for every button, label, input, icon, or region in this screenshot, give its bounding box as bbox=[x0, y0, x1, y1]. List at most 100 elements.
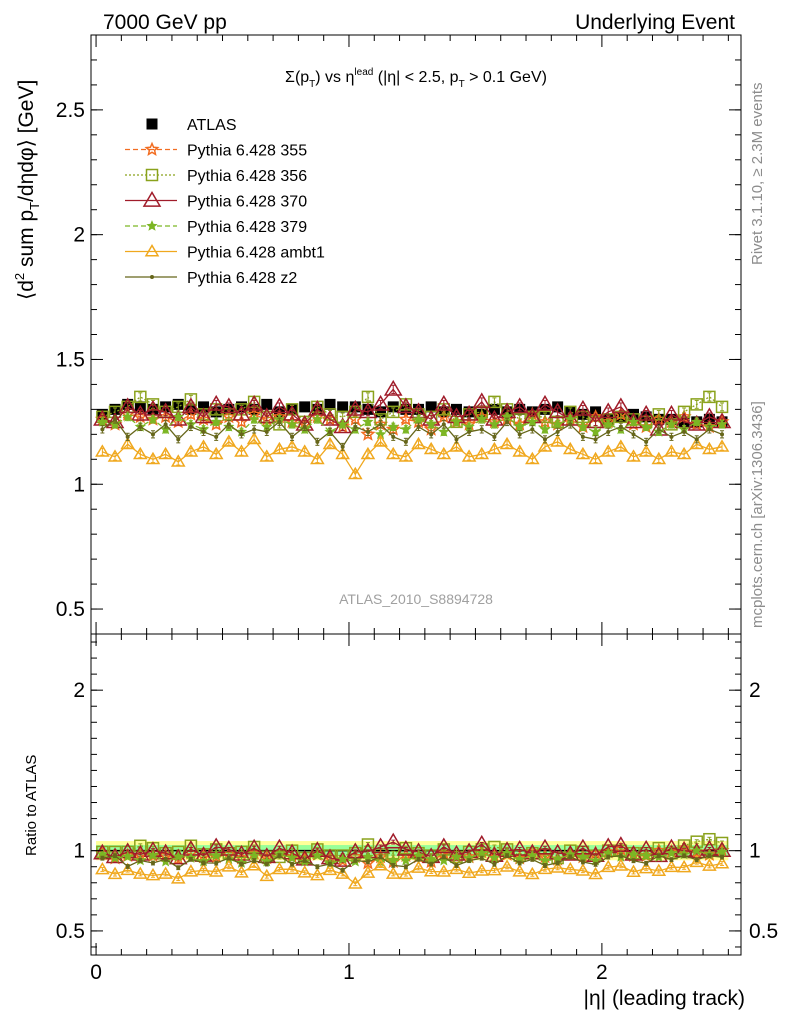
ratio-point-p370 bbox=[371, 837, 390, 854]
main-point-atlas bbox=[488, 403, 500, 415]
ratio-point-ambt1 bbox=[234, 865, 249, 878]
ratio-point-z2 bbox=[163, 857, 168, 862]
ratio-point-ambt1 bbox=[145, 867, 161, 881]
ratio-point-ambt1 bbox=[423, 864, 439, 877]
ratio-point-z2 bbox=[720, 855, 725, 860]
ratio-point-ambt1 bbox=[398, 866, 414, 880]
analysis-watermark: ATLAS_2010_S8894728 bbox=[339, 591, 493, 607]
legend-marker-ambt1 bbox=[144, 244, 160, 257]
main-point-ambt1 bbox=[664, 444, 679, 457]
y-tick-label: 2 bbox=[73, 224, 85, 247]
ratio-point-z2 bbox=[707, 853, 712, 858]
ratio-point-ambt1 bbox=[208, 864, 224, 877]
ratio-point-z2 bbox=[542, 863, 547, 868]
main-point-z2 bbox=[391, 434, 396, 439]
main-point-ambt1 bbox=[170, 454, 186, 467]
ratio-point-ambt1 bbox=[246, 858, 262, 871]
ratio-point-z2 bbox=[315, 864, 320, 869]
main-point-p379 bbox=[336, 418, 349, 430]
main-point-z2 bbox=[631, 432, 636, 437]
ratio-point-z2 bbox=[429, 862, 434, 867]
ratio-point-ambt1 bbox=[272, 861, 287, 875]
ratio-point-z2 bbox=[467, 858, 472, 863]
main-point-ambt1 bbox=[626, 449, 641, 462]
ratio-series-ambt1 bbox=[95, 854, 730, 889]
main-point-ambt1 bbox=[221, 434, 237, 447]
ratio-point-z2 bbox=[618, 853, 623, 858]
main-point-atlas bbox=[198, 401, 210, 413]
y-tick-label: 2.5 bbox=[56, 99, 85, 122]
main-series-p370 bbox=[93, 379, 732, 436]
main-point-ambt1 bbox=[461, 449, 477, 462]
main-point-z2 bbox=[188, 424, 193, 429]
ratio-point-p379 bbox=[122, 850, 134, 862]
ratio-point-ambt1 bbox=[499, 859, 515, 872]
main-point-z2 bbox=[100, 427, 105, 432]
header-left: 7000 GeV pp bbox=[103, 11, 227, 34]
main-point-p379 bbox=[172, 410, 184, 422]
main-point-p379 bbox=[400, 423, 412, 435]
ratio-point-ambt1 bbox=[373, 858, 388, 871]
main-point-p379 bbox=[311, 413, 324, 425]
ratio-point-z2 bbox=[530, 857, 535, 862]
ratio-point-p370 bbox=[105, 847, 125, 864]
main-point-p370 bbox=[194, 407, 213, 424]
ratio-point-z2 bbox=[277, 853, 282, 858]
main-point-p370 bbox=[636, 404, 656, 421]
main-point-ambt1 bbox=[246, 431, 262, 445]
ratio-y-tick-label: 2 bbox=[73, 679, 85, 702]
ratio-line-z2 bbox=[102, 854, 723, 872]
legend-label-atlas: ATLAS bbox=[187, 117, 237, 134]
legend-label-p356: Pythia 6.428 356 bbox=[187, 168, 307, 185]
ratio-point-ambt1 bbox=[575, 863, 591, 876]
main-point-z2 bbox=[302, 424, 307, 429]
main-point-ambt1 bbox=[487, 441, 502, 455]
ratio-point-ambt1 bbox=[613, 858, 629, 871]
main-point-z2 bbox=[644, 439, 649, 444]
main-point-z2 bbox=[656, 427, 661, 432]
ratio-point-p356 bbox=[703, 832, 716, 846]
main-series-z2 bbox=[100, 415, 725, 451]
ratio-point-p370 bbox=[295, 849, 315, 866]
ratio-point-ambt1 bbox=[474, 863, 490, 876]
main-series-ambt1 bbox=[95, 431, 730, 480]
main-point-z2 bbox=[252, 427, 257, 432]
main-point-ambt1 bbox=[120, 436, 135, 450]
main-point-z2 bbox=[606, 429, 611, 434]
main-point-atlas bbox=[337, 401, 349, 413]
ratio-point-z2 bbox=[517, 861, 522, 866]
main-point-p356 bbox=[690, 398, 703, 411]
ratio-point-p379 bbox=[488, 852, 501, 863]
ratio-point-z2 bbox=[669, 857, 674, 862]
main-series-p379 bbox=[96, 410, 728, 440]
main-point-ambt1 bbox=[107, 449, 123, 462]
main-point-z2 bbox=[315, 439, 320, 444]
main-point-atlas bbox=[552, 401, 564, 413]
ratio-point-z2 bbox=[580, 859, 585, 864]
main-point-ambt1 bbox=[133, 446, 148, 460]
main-point-p379 bbox=[387, 420, 399, 432]
ratio-point-p379 bbox=[627, 848, 640, 860]
ratio-point-p379 bbox=[336, 853, 349, 865]
main-point-ambt1 bbox=[411, 436, 426, 450]
main-point-p370 bbox=[206, 394, 226, 411]
ratio-point-p370 bbox=[649, 846, 669, 863]
ratio-point-z2 bbox=[188, 857, 193, 862]
ratio-line-ambt1 bbox=[102, 861, 723, 885]
ratio-point-p370 bbox=[535, 838, 555, 855]
main-point-ambt1 bbox=[676, 446, 692, 460]
ratio-point-ambt1 bbox=[347, 876, 363, 889]
main-point-z2 bbox=[542, 437, 547, 442]
legend-label-p379: Pythia 6.428 379 bbox=[187, 219, 307, 236]
ratio-point-z2 bbox=[656, 853, 661, 858]
ratio-point-p379 bbox=[147, 849, 159, 861]
legend-label-z2: Pythia 6.428 z2 bbox=[187, 270, 297, 287]
ratio-point-p379 bbox=[286, 852, 298, 863]
main-point-p379 bbox=[526, 415, 538, 427]
main-point-p379 bbox=[450, 415, 463, 427]
main-point-p379 bbox=[362, 415, 374, 427]
ratio-point-z2 bbox=[454, 863, 459, 868]
main-point-p379 bbox=[577, 420, 589, 432]
main-point-z2 bbox=[201, 429, 206, 434]
